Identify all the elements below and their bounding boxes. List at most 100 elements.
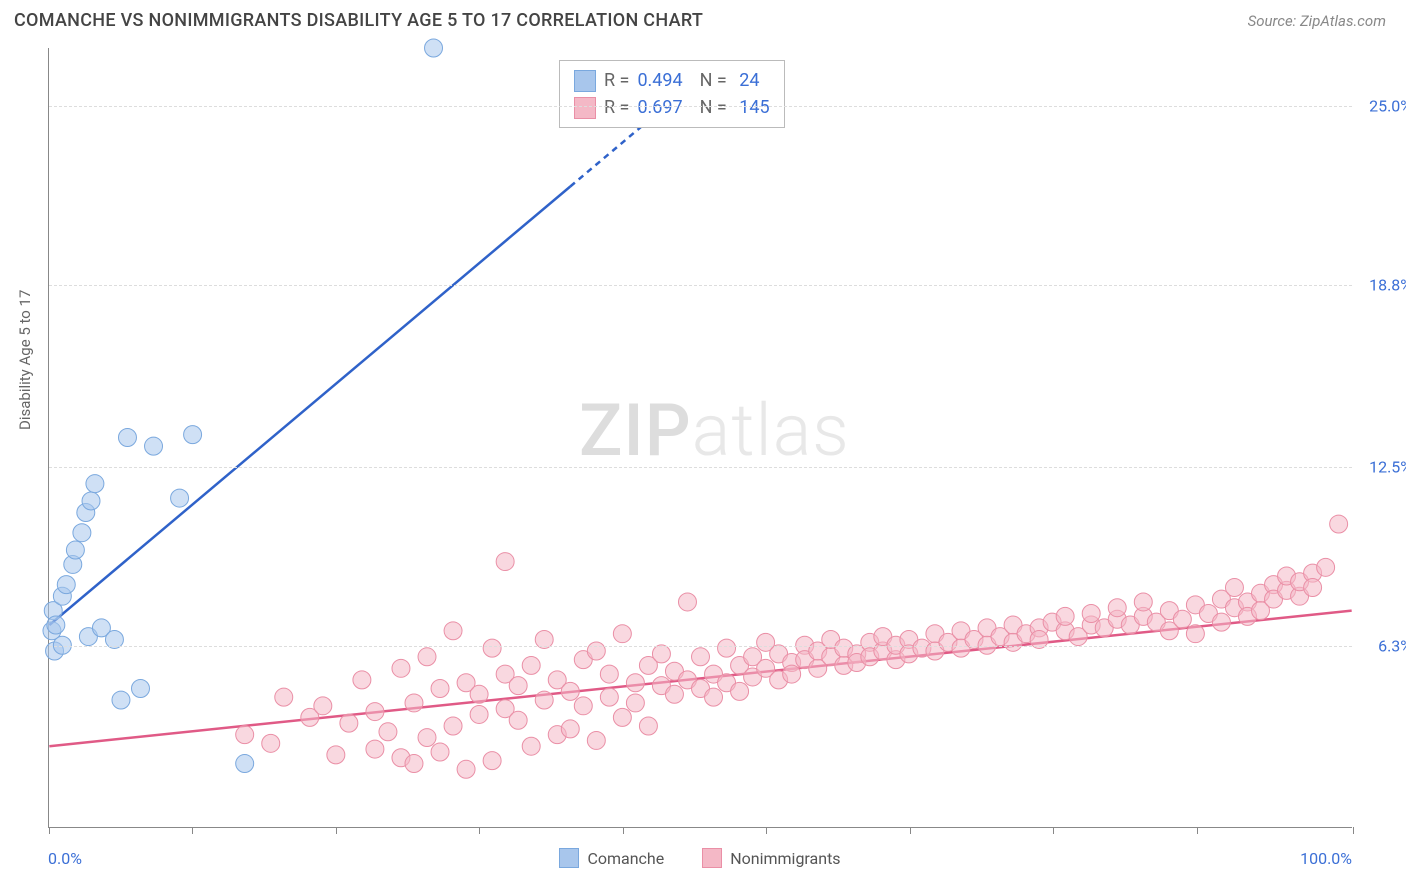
- legend-item: Comanche: [559, 848, 664, 868]
- point-nonimmigrants: [1212, 613, 1230, 631]
- point-comanche: [112, 691, 130, 709]
- x-tick: [1353, 827, 1354, 834]
- stat-n-value: 24: [735, 67, 760, 94]
- point-nonimmigrants: [600, 665, 618, 683]
- point-nonimmigrants: [470, 705, 488, 723]
- point-nonimmigrants: [626, 694, 644, 712]
- point-nonimmigrants: [1304, 579, 1322, 597]
- y-tick-label: 12.5%: [1360, 457, 1406, 476]
- x-axis-min-label: 0.0%: [48, 849, 82, 868]
- point-nonimmigrants: [483, 639, 501, 657]
- gridline: [49, 646, 1352, 647]
- point-nonimmigrants: [522, 737, 540, 755]
- x-tick: [336, 827, 337, 834]
- gridline: [49, 467, 1352, 468]
- point-nonimmigrants: [639, 717, 657, 735]
- point-nonimmigrants: [275, 688, 293, 706]
- point-nonimmigrants: [1082, 605, 1100, 623]
- point-nonimmigrants: [262, 734, 280, 752]
- point-comanche: [425, 39, 443, 57]
- x-tick: [623, 827, 624, 834]
- point-nonimmigrants: [509, 711, 527, 729]
- trendline-comanche: [49, 186, 570, 625]
- x-tick: [1197, 827, 1198, 834]
- point-nonimmigrants: [457, 760, 475, 778]
- point-nonimmigrants: [405, 694, 423, 712]
- x-tick: [910, 827, 911, 834]
- point-nonimmigrants: [705, 688, 723, 706]
- point-nonimmigrants: [431, 680, 449, 698]
- legend-label: Comanche: [587, 849, 664, 868]
- stats-row: R = 0.697 N = 145: [574, 94, 770, 121]
- point-nonimmigrants: [665, 685, 683, 703]
- point-nonimmigrants: [509, 677, 527, 695]
- point-comanche: [184, 426, 202, 444]
- point-nonimmigrants: [678, 593, 696, 611]
- point-nonimmigrants: [1317, 558, 1335, 576]
- point-nonimmigrants: [444, 622, 462, 640]
- x-axis-max-label: 100.0%: [1300, 849, 1352, 868]
- point-comanche: [171, 489, 189, 507]
- point-nonimmigrants: [718, 639, 736, 657]
- chart-header: COMANCHE VS NONIMMIGRANTS DISABILITY AGE…: [0, 0, 1406, 37]
- stat-n-value: 145: [735, 94, 770, 121]
- gridline: [49, 285, 1352, 286]
- point-nonimmigrants: [1186, 625, 1204, 643]
- chart-source: Source: ZipAtlas.com: [1248, 12, 1386, 30]
- stat-label: N =: [691, 94, 727, 121]
- y-axis-label: Disability Age 5 to 17: [16, 290, 34, 430]
- point-nonimmigrants: [1173, 610, 1191, 628]
- point-nonimmigrants: [626, 674, 644, 692]
- x-tick: [49, 827, 50, 834]
- point-nonimmigrants: [1134, 593, 1152, 611]
- point-nonimmigrants: [366, 740, 384, 758]
- point-nonimmigrants: [340, 714, 358, 732]
- plot-area: ZIPatlas R = 0.494 N = 24 R = 0.697 N = …: [48, 48, 1352, 828]
- point-comanche: [132, 680, 150, 698]
- point-nonimmigrants: [483, 752, 501, 770]
- point-comanche: [47, 616, 65, 634]
- point-nonimmigrants: [783, 665, 801, 683]
- chart-title: COMANCHE VS NONIMMIGRANTS DISABILITY AGE…: [14, 10, 703, 31]
- point-nonimmigrants: [327, 746, 345, 764]
- stat-r-value: 0.697: [637, 94, 682, 121]
- point-nonimmigrants: [587, 731, 605, 749]
- x-tick: [479, 827, 480, 834]
- point-nonimmigrants: [392, 659, 410, 677]
- point-comanche: [118, 429, 136, 447]
- point-nonimmigrants: [444, 717, 462, 735]
- point-nonimmigrants: [561, 720, 579, 738]
- point-comanche: [236, 755, 254, 773]
- point-nonimmigrants: [496, 553, 514, 571]
- point-nonimmigrants: [379, 723, 397, 741]
- point-nonimmigrants: [652, 645, 670, 663]
- point-nonimmigrants: [574, 697, 592, 715]
- stat-r-value: 0.494: [637, 67, 682, 94]
- point-comanche: [57, 576, 75, 594]
- x-tick: [192, 827, 193, 834]
- stat-label: N =: [691, 67, 727, 94]
- legend-label: Nonimmigrants: [730, 849, 840, 868]
- stats-box: R = 0.494 N = 24 R = 0.697 N = 145: [559, 60, 785, 128]
- point-nonimmigrants: [587, 642, 605, 660]
- point-nonimmigrants: [1225, 579, 1243, 597]
- y-tick-label: 25.0%: [1360, 96, 1406, 115]
- point-nonimmigrants: [470, 685, 488, 703]
- point-comanche: [86, 475, 104, 493]
- swatch-icon: [574, 70, 596, 92]
- point-nonimmigrants: [561, 682, 579, 700]
- stat-label: R =: [604, 67, 629, 94]
- swatch-icon: [559, 848, 579, 868]
- point-nonimmigrants: [418, 729, 436, 747]
- point-nonimmigrants: [613, 625, 631, 643]
- point-comanche: [82, 492, 100, 510]
- point-nonimmigrants: [236, 726, 254, 744]
- point-nonimmigrants: [522, 656, 540, 674]
- point-nonimmigrants: [431, 743, 449, 761]
- x-tick: [766, 827, 767, 834]
- scatter-svg: [49, 48, 1352, 827]
- swatch-icon: [574, 97, 596, 119]
- x-axis-row: 0.0% 100.0% Comanche Nonimmigrants: [48, 838, 1352, 878]
- point-nonimmigrants: [1330, 515, 1348, 533]
- point-comanche: [73, 524, 91, 542]
